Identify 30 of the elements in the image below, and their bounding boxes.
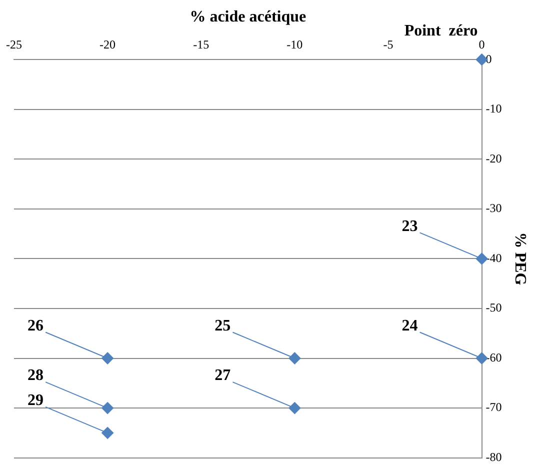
point	[102, 426, 114, 439]
point	[102, 402, 114, 414]
annotation: 24	[402, 317, 418, 334]
y-tick-label: -70	[486, 400, 502, 414]
annotation: 28	[28, 367, 44, 384]
annotation: 27	[214, 367, 231, 384]
y-tick-label: -80	[486, 450, 502, 464]
x-tick-label: -5	[383, 38, 394, 52]
point	[288, 352, 301, 364]
x-tick-label: -10	[286, 38, 303, 52]
x-tick-label: -15	[193, 38, 210, 52]
annotation: 26	[28, 317, 44, 334]
x-tick-label: -25	[6, 38, 22, 52]
y-tick-label: -60	[486, 350, 502, 364]
y-axis-title: % PEG	[511, 232, 528, 286]
point	[476, 252, 488, 265]
y-tick-label: -30	[486, 201, 502, 216]
annotation: 25	[214, 317, 231, 334]
point	[288, 402, 301, 414]
x-tick-label: -20	[100, 38, 116, 52]
point	[476, 352, 488, 364]
point	[102, 352, 114, 364]
y-tick-label: -40	[486, 250, 502, 265]
y-tick-label: -50	[486, 300, 502, 315]
y-tick-label: -10	[486, 102, 502, 116]
annotation: 23	[402, 218, 418, 235]
annotation: Point zéro	[404, 22, 478, 40]
x-axis-title: % acide acétique	[190, 8, 306, 26]
y-tick-label: -20	[486, 151, 502, 166]
annotation: 29	[28, 392, 44, 410]
